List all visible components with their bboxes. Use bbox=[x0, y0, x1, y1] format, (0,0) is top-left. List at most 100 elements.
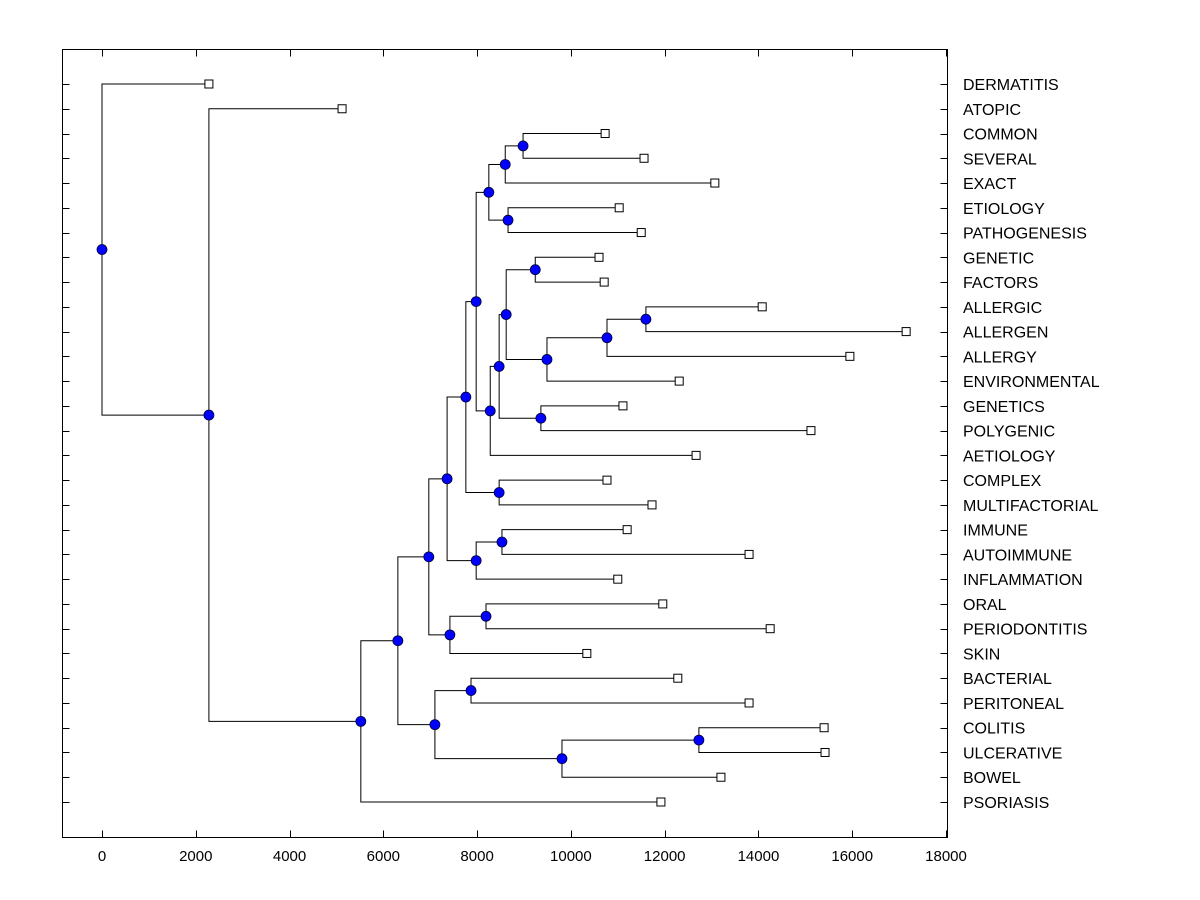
leaf-markers bbox=[204, 79, 911, 807]
leaf-marker-polygenic bbox=[806, 426, 816, 436]
leaf-label-etiology: ETIOLOGY bbox=[963, 201, 1045, 218]
leaf-marker-peritoneal bbox=[744, 698, 754, 708]
frame-ticks bbox=[62, 49, 948, 838]
leaf-marker-genetic bbox=[594, 252, 604, 262]
leaf-marker-allergy bbox=[845, 351, 855, 361]
x-tick-label: 0 bbox=[98, 848, 106, 865]
leaf-marker-etiology bbox=[614, 203, 624, 213]
node-marker-n-skin bbox=[444, 629, 456, 641]
node-marker-n-allergy bbox=[601, 332, 613, 344]
link-n_skin-skin bbox=[449, 634, 587, 654]
leaf-marker-ulcerative bbox=[820, 747, 830, 757]
leaf-label-peritoneal: PERITONEAL bbox=[963, 696, 1064, 713]
node-marker-n-oral-perio bbox=[480, 610, 492, 622]
link-n_inflammation-n_immune_auto bbox=[475, 541, 502, 561]
leaf-label-psoriasis: PSORIASIS bbox=[963, 795, 1049, 812]
link-n_gut-n_bact_perit bbox=[434, 690, 472, 725]
link-n_environmental-n_allergy bbox=[546, 337, 607, 360]
link-n_mid4-n_mid3 bbox=[446, 396, 466, 479]
x-tick-label: 4000 bbox=[273, 848, 306, 865]
x-tick-labels: 0 2000 4000 6000 8000 10000 12000 14000 16000 180… bbox=[98, 848, 967, 865]
link-n_bowel-bowel bbox=[561, 758, 721, 778]
node-marker-n-mid6 bbox=[392, 635, 404, 647]
leaf-label-skin: SKIN bbox=[963, 646, 1000, 663]
leaf-marker-aetiology bbox=[691, 450, 701, 460]
leaf-label-allergic: ALLERGIC bbox=[963, 300, 1042, 317]
leaf-marker-colitis bbox=[819, 723, 829, 733]
leaf-marker-atopic bbox=[337, 104, 347, 114]
link-n_allergy-allergy bbox=[606, 337, 850, 357]
leaf-marker-environmental bbox=[674, 376, 684, 386]
node-marker-n-common-several bbox=[517, 140, 529, 152]
link-n_allergy-n_allergic_allergen bbox=[606, 318, 646, 338]
node-marker-n-environmental bbox=[541, 354, 553, 365]
leaf-label-exact: EXACT bbox=[963, 176, 1017, 193]
node-marker-n-root bbox=[96, 244, 108, 255]
node-marker-n-gen-allergy bbox=[500, 309, 512, 320]
leaf-marker-autoimmune bbox=[744, 549, 754, 559]
leaf-label-autoimmune: AUTOIMMUNE bbox=[963, 547, 1072, 564]
leaf-label-pathogenesis: PATHOGENESIS bbox=[963, 226, 1087, 243]
x-tick-label: 12000 bbox=[644, 848, 686, 865]
node-marker-n-etiol-patho bbox=[502, 214, 514, 226]
leaf-label-genetic: GENETIC bbox=[963, 250, 1034, 267]
node-marker-n-exact bbox=[499, 159, 511, 170]
link-n_skin-n_oral_perio bbox=[449, 615, 487, 635]
leaf-label-dermatitis: DERMATITIS bbox=[963, 77, 1059, 94]
leaf-label-complex: COMPLEX bbox=[963, 473, 1042, 490]
link-n_psoriasis-n_mid6 bbox=[360, 640, 398, 722]
leaf-label-multifactorial: MULTIFACTORIAL bbox=[963, 498, 1099, 515]
link-n_mid6-n_mid5 bbox=[397, 556, 429, 641]
x-tick-label: 8000 bbox=[460, 848, 493, 865]
leaf-marker-multifactorial bbox=[647, 500, 657, 510]
link-n_mid5-n_mid4 bbox=[428, 478, 448, 557]
leaf-marker-skin bbox=[582, 648, 592, 658]
link-n_aetiology-aetiology bbox=[489, 410, 697, 456]
leaf-marker-immune bbox=[622, 525, 632, 535]
leaf-marker-complex bbox=[602, 475, 612, 485]
leaf-marker-pathogenesis bbox=[636, 228, 646, 238]
dendrogram-links bbox=[101, 83, 907, 803]
node-marker-n-mid1 bbox=[493, 361, 505, 372]
leaf-label-atopic: ATOPIC bbox=[963, 102, 1021, 119]
leaf-marker-bowel bbox=[716, 772, 726, 782]
leaf-label-oral: ORAL bbox=[963, 597, 1007, 614]
link-n_top-n_exact bbox=[488, 163, 506, 193]
leaf-label-factors: FACTORS bbox=[963, 275, 1038, 292]
link-n_inflammation-inflammation bbox=[475, 560, 618, 580]
leaf-label-polygenic: POLYGENIC bbox=[963, 424, 1055, 441]
leaf-marker-genetics bbox=[618, 401, 628, 411]
x-tick-label: 6000 bbox=[367, 848, 400, 865]
link-n_mid6-n_gut bbox=[397, 640, 435, 726]
link-n_gut-n_bowel bbox=[434, 724, 562, 760]
link-n_psoriasis-psoriasis bbox=[360, 721, 661, 803]
node-marker-n-atopic bbox=[203, 409, 215, 421]
link-n_bowel-n_colitis_ulc bbox=[561, 739, 699, 759]
node-marker-n-psoriasis bbox=[355, 715, 367, 727]
leaf-label-bowel: BOWEL bbox=[963, 770, 1021, 787]
x-tick-label: 14000 bbox=[738, 848, 780, 865]
node-marker-n-genetic-factors bbox=[529, 264, 541, 276]
leaf-label-several: SEVERAL bbox=[963, 151, 1037, 168]
link-n_mid3-n_complex_multi bbox=[465, 397, 500, 494]
node-marker-n-mid5 bbox=[423, 551, 435, 563]
leaf-label-genetics: GENETICS bbox=[963, 399, 1045, 416]
link-n_exact-n_common_several bbox=[504, 145, 524, 165]
leaf-marker-psoriasis bbox=[656, 797, 666, 807]
leaf-marker-allergic bbox=[757, 302, 767, 312]
node-marker-n-bowel bbox=[556, 753, 568, 765]
leaf-label-common: COMMON bbox=[963, 127, 1038, 144]
link-n_root-n_atopic bbox=[101, 249, 209, 416]
link-n_mid5-n_skin bbox=[428, 556, 450, 636]
leaf-label-bacterial: BACTERIAL bbox=[963, 671, 1052, 688]
node-marker-n-mid3 bbox=[460, 391, 472, 403]
leaf-label-allergen: ALLERGEN bbox=[963, 325, 1048, 342]
node-marker-n-mid4 bbox=[441, 473, 453, 485]
leaf-label-colitis: COLITIS bbox=[963, 721, 1025, 738]
node-marker-n-mid2 bbox=[470, 296, 482, 308]
leaf-marker-common bbox=[600, 129, 610, 139]
leaf-marker-inflammation bbox=[613, 574, 623, 584]
leaf-label-immune: IMMUNE bbox=[963, 523, 1028, 540]
link-n_root-dermatitis bbox=[101, 83, 209, 250]
